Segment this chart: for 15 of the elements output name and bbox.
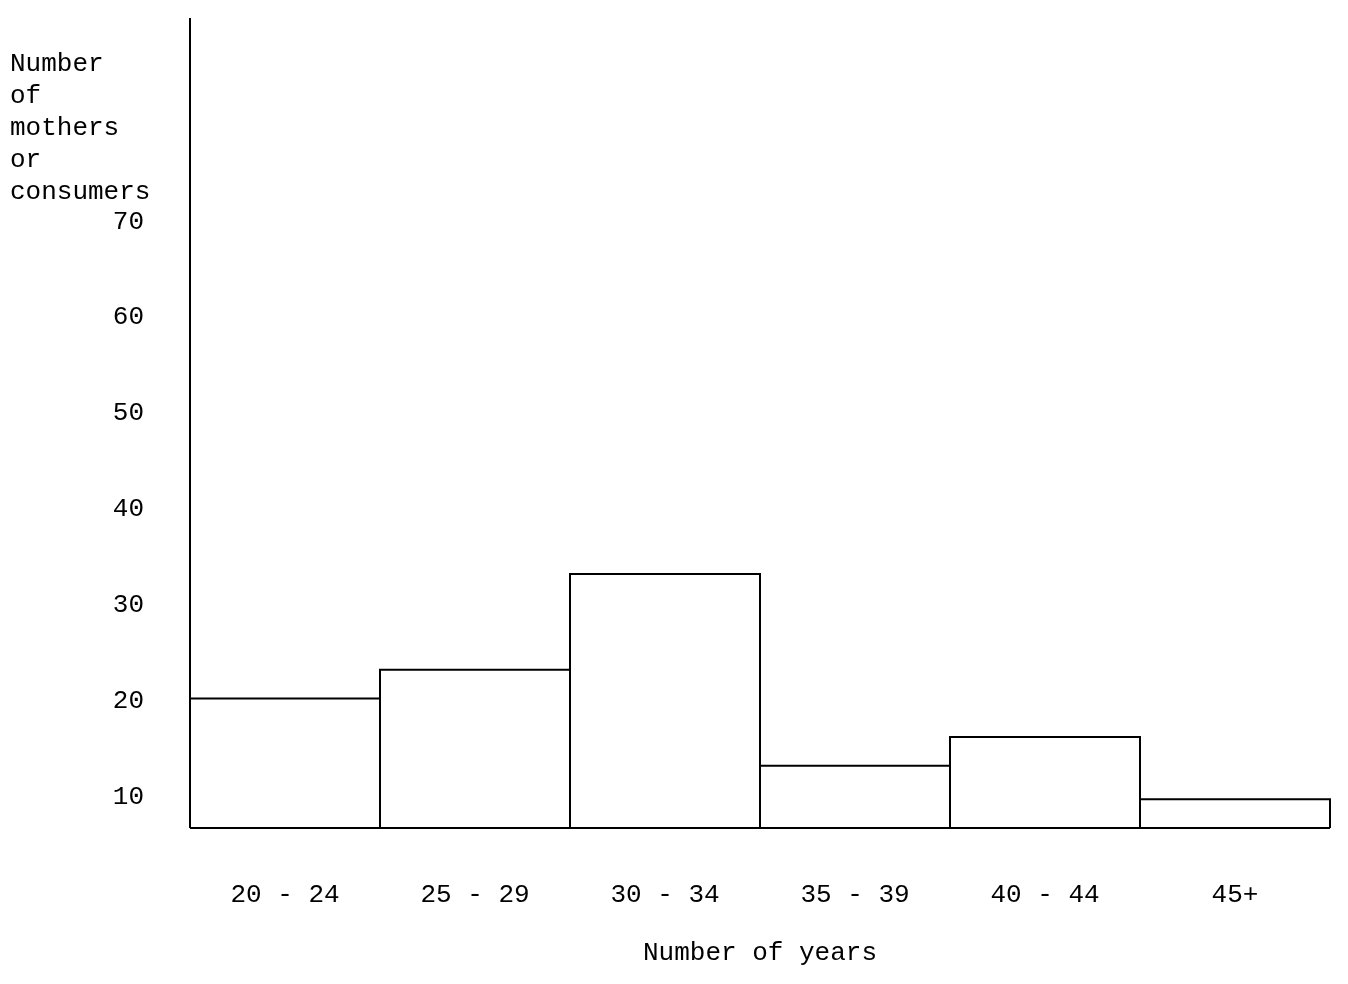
x-tick-label: 40 - 44 — [990, 880, 1100, 911]
y-tick-label: 50 — [112, 398, 144, 429]
x-axis-title: Number of years — [642, 938, 878, 968]
y-tick-label: 10 — [112, 781, 144, 812]
y-tick-label: 20 — [112, 685, 144, 716]
y-tick-label: 30 — [112, 589, 144, 620]
x-tick-label: 45+ — [1211, 880, 1259, 911]
x-tick-label: 30 - 34 — [610, 880, 720, 911]
y-axis-title: Number of mothers or consumers — [10, 48, 151, 208]
y-tick-label: 60 — [112, 302, 144, 333]
x-tick-label: 20 - 24 — [230, 880, 340, 911]
y-tick-label: 70 — [112, 206, 144, 237]
x-tick-label: 35 - 39 — [800, 880, 910, 911]
y-tick-label: 40 — [112, 494, 144, 525]
x-tick-label: 25 - 29 — [420, 880, 530, 911]
